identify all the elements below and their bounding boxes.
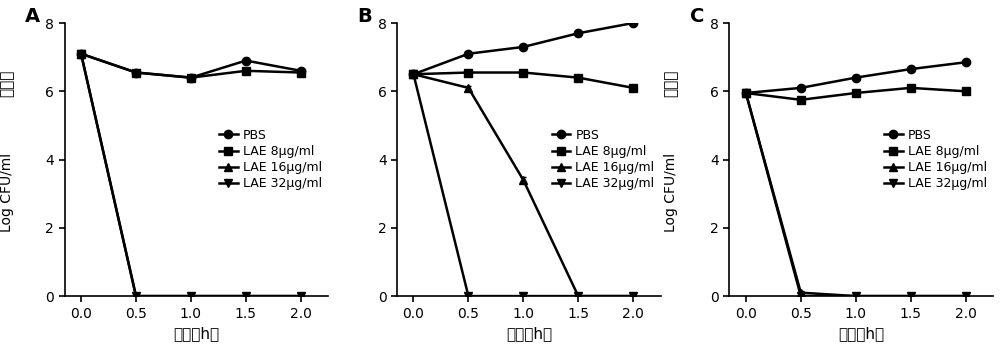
PBS <box>295 69 307 73</box>
X-axis label: 时间（h）: 时间（h） <box>506 326 552 341</box>
LAE 16μg/ml <box>850 294 862 298</box>
PBS <box>740 91 752 95</box>
Line: PBS: PBS <box>742 58 970 97</box>
LAE 8μg/ml <box>850 91 862 95</box>
PBS <box>185 76 197 80</box>
Line: PBS: PBS <box>409 19 637 78</box>
PBS <box>130 70 142 74</box>
LAE 16μg/ml <box>407 72 419 76</box>
Legend: PBS, LAE 8μg/ml, LAE 16μg/ml, LAE 32μg/ml: PBS, LAE 8μg/ml, LAE 16μg/ml, LAE 32μg/m… <box>879 124 992 195</box>
LAE 8μg/ml <box>627 86 639 90</box>
LAE 8μg/ml <box>75 52 87 56</box>
PBS <box>572 31 584 35</box>
Text: A: A <box>25 7 40 26</box>
Legend: PBS, LAE 8μg/ml, LAE 16μg/ml, LAE 32μg/ml: PBS, LAE 8μg/ml, LAE 16μg/ml, LAE 32μg/m… <box>547 124 659 195</box>
Text: 活菌量: 活菌量 <box>664 69 679 97</box>
Line: LAE 32μg/ml: LAE 32μg/ml <box>742 89 970 300</box>
LAE 8μg/ml <box>960 89 972 93</box>
PBS <box>407 72 419 76</box>
LAE 16μg/ml <box>905 294 917 298</box>
Line: LAE 16μg/ml: LAE 16μg/ml <box>77 49 305 300</box>
Text: Log CFU/ml: Log CFU/ml <box>0 153 14 232</box>
LAE 32μg/ml <box>960 294 972 298</box>
LAE 16μg/ml <box>75 52 87 56</box>
LAE 32μg/ml <box>295 294 307 298</box>
PBS <box>850 76 862 80</box>
LAE 8μg/ml <box>905 86 917 90</box>
LAE 32μg/ml <box>462 294 474 298</box>
PBS <box>517 45 529 49</box>
PBS <box>240 58 252 63</box>
X-axis label: 时间（h）: 时间（h） <box>838 326 884 341</box>
Text: B: B <box>357 7 372 26</box>
PBS <box>627 21 639 25</box>
PBS <box>75 52 87 56</box>
LAE 8μg/ml <box>295 70 307 74</box>
Text: Log CFU/ml: Log CFU/ml <box>664 153 678 232</box>
Line: PBS: PBS <box>77 49 305 82</box>
LAE 8μg/ml <box>407 72 419 76</box>
LAE 32μg/ml <box>130 294 142 298</box>
Line: LAE 8μg/ml: LAE 8μg/ml <box>77 49 305 82</box>
LAE 16μg/ml <box>517 178 529 182</box>
Line: LAE 16μg/ml: LAE 16μg/ml <box>742 89 970 300</box>
LAE 16μg/ml <box>572 294 584 298</box>
PBS <box>960 60 972 64</box>
LAE 32μg/ml <box>75 52 87 56</box>
Line: LAE 8μg/ml: LAE 8μg/ml <box>742 84 970 104</box>
LAE 8μg/ml <box>130 70 142 74</box>
LAE 16μg/ml <box>795 291 807 295</box>
LAE 16μg/ml <box>240 294 252 298</box>
Line: LAE 32μg/ml: LAE 32μg/ml <box>409 70 637 300</box>
LAE 32μg/ml <box>627 294 639 298</box>
LAE 32μg/ml <box>795 294 807 298</box>
X-axis label: 时间（h）: 时间（h） <box>173 326 219 341</box>
LAE 8μg/ml <box>740 91 752 95</box>
Line: LAE 8μg/ml: LAE 8μg/ml <box>409 68 637 92</box>
LAE 16μg/ml <box>740 91 752 95</box>
LAE 8μg/ml <box>185 76 197 80</box>
LAE 8μg/ml <box>795 98 807 102</box>
LAE 16μg/ml <box>462 86 474 90</box>
LAE 16μg/ml <box>295 294 307 298</box>
LAE 16μg/ml <box>130 294 142 298</box>
PBS <box>462 52 474 56</box>
LAE 32μg/ml <box>850 294 862 298</box>
LAE 8μg/ml <box>572 76 584 80</box>
LAE 32μg/ml <box>185 294 197 298</box>
LAE 8μg/ml <box>462 70 474 74</box>
LAE 16μg/ml <box>185 294 197 298</box>
Line: LAE 16μg/ml: LAE 16μg/ml <box>409 70 637 300</box>
LAE 32μg/ml <box>572 294 584 298</box>
PBS <box>905 67 917 71</box>
Line: LAE 32μg/ml: LAE 32μg/ml <box>77 49 305 300</box>
PBS <box>795 86 807 90</box>
LAE 32μg/ml <box>905 294 917 298</box>
Text: 活菌量: 活菌量 <box>0 69 14 97</box>
LAE 32μg/ml <box>240 294 252 298</box>
Text: C: C <box>690 7 704 26</box>
LAE 32μg/ml <box>407 72 419 76</box>
LAE 32μg/ml <box>740 91 752 95</box>
LAE 8μg/ml <box>240 69 252 73</box>
Legend: PBS, LAE 8μg/ml, LAE 16μg/ml, LAE 32μg/ml: PBS, LAE 8μg/ml, LAE 16μg/ml, LAE 32μg/m… <box>214 124 327 195</box>
LAE 16μg/ml <box>960 294 972 298</box>
LAE 8μg/ml <box>517 70 529 74</box>
LAE 16μg/ml <box>627 294 639 298</box>
LAE 32μg/ml <box>517 294 529 298</box>
